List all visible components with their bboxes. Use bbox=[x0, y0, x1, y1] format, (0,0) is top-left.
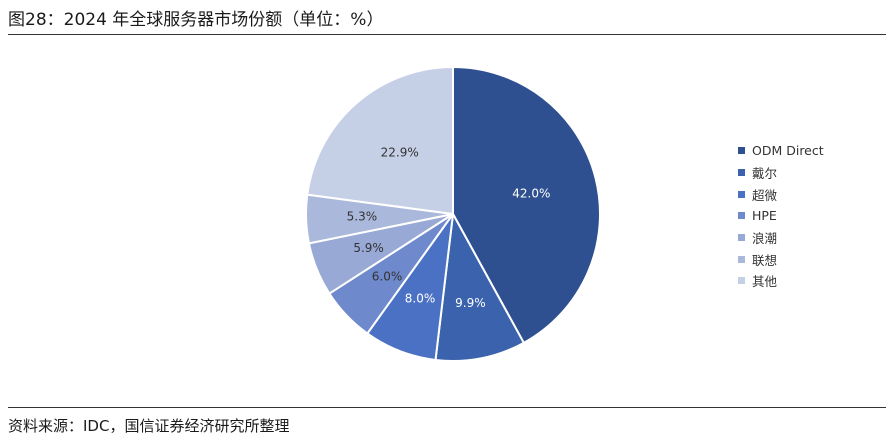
pie-chart: 42.0% 9.9% 8.0%6.0% 5.9% 5.3% 22.9% bbox=[305, 65, 601, 362]
legend-label: 其他 bbox=[752, 274, 778, 290]
top-divider bbox=[8, 34, 886, 35]
pie-data-label: 42.0% bbox=[512, 186, 550, 200]
legend-swatch bbox=[738, 169, 745, 177]
legend-item: 超微 bbox=[738, 183, 824, 205]
legend-label: 浪潮 bbox=[752, 231, 778, 247]
pie-data-label: 5.9% bbox=[353, 241, 384, 255]
legend-item: 联想 bbox=[738, 248, 824, 270]
legend-swatch bbox=[738, 212, 745, 220]
source-note: 资料来源：IDC，国信证券经济研究所整理 bbox=[8, 417, 290, 435]
figure-title: 图28：2024 年全球服务器市场份额（单位：%） bbox=[8, 10, 384, 30]
legend: ODM Direct 戴尔超微 HPE 浪潮联想其他 bbox=[738, 140, 824, 292]
pie-slice bbox=[452, 65, 601, 345]
legend-label: ODM Direct bbox=[752, 143, 824, 159]
legend-label: HPE bbox=[752, 208, 777, 224]
legend-item: 其他 bbox=[738, 270, 824, 292]
legend-item: ODM Direct bbox=[738, 140, 824, 162]
legend-swatch bbox=[738, 234, 745, 242]
pie-slice bbox=[306, 65, 454, 216]
pie-data-label: 22.9% bbox=[381, 146, 419, 160]
bottom-divider bbox=[8, 407, 886, 408]
legend-item: 浪潮 bbox=[738, 227, 824, 249]
legend-swatch bbox=[738, 147, 745, 155]
legend-item: 戴尔 bbox=[738, 162, 824, 184]
pie-slice bbox=[434, 210, 526, 362]
legend-swatch bbox=[738, 277, 745, 285]
pie-slices bbox=[305, 65, 601, 362]
pie-data-label: 5.3% bbox=[347, 210, 378, 224]
legend-item: HPE bbox=[738, 205, 824, 227]
pie-labels: 42.0% 9.9% 8.0%6.0% 5.9% 5.3% 22.9% bbox=[347, 146, 551, 310]
legend-label: 超微 bbox=[752, 187, 778, 203]
pie-data-label: 6.0% bbox=[372, 269, 403, 283]
pie-data-label: 9.9% bbox=[455, 296, 486, 310]
legend-swatch bbox=[738, 190, 745, 198]
legend-label: 联想 bbox=[752, 252, 778, 268]
pie-data-label: 8.0% bbox=[405, 291, 436, 305]
legend-swatch bbox=[738, 255, 745, 263]
legend-label: 戴尔 bbox=[752, 166, 778, 182]
